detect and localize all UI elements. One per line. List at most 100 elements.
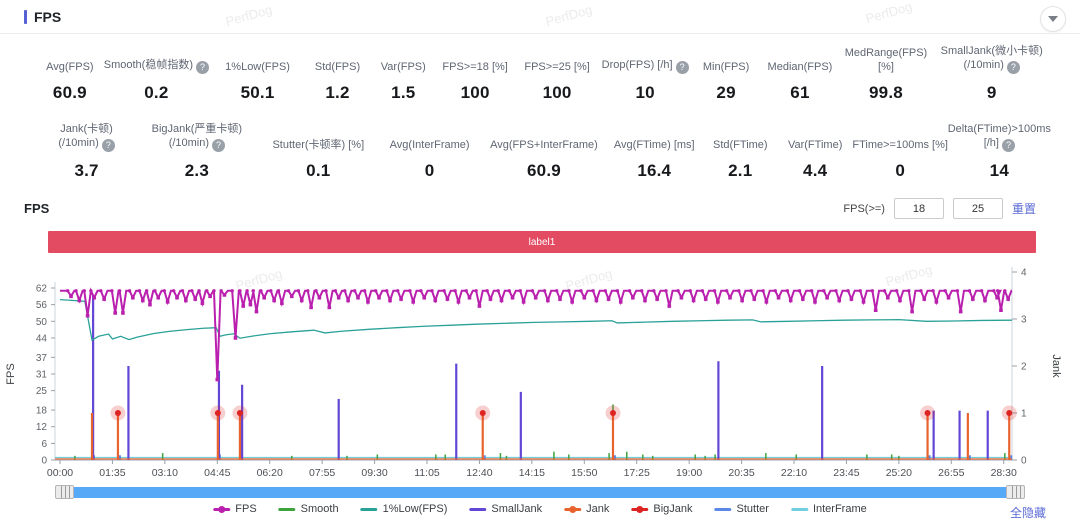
legend-label: FPS (235, 503, 257, 515)
legend-marker-icon (469, 505, 487, 514)
stat-cell: Avg(FPS) 60.9 (38, 44, 102, 103)
stat-cell: Avg(FTime) [ms] 16.4 (607, 122, 702, 181)
svg-text:50: 50 (36, 317, 48, 328)
svg-text:01:35: 01:35 (99, 467, 125, 479)
scrollbar-right-grip[interactable] (1006, 485, 1025, 499)
stat-value: 99.8 (869, 83, 903, 102)
legend-item-interframe[interactable]: InterFrame (790, 503, 867, 515)
stat-cell: Var(FTime) 4.4 (779, 122, 852, 181)
legend-item-bigjank[interactable]: BigJank (631, 503, 693, 515)
stat-label: Median(FPS) (767, 61, 833, 73)
fps-threshold-input-2[interactable] (952, 198, 1003, 219)
stat-cell: BigJank(严重卡顿) (/10min)? 2.3 (135, 122, 258, 181)
stat-cell: FPS>=18 [%] 100 (436, 44, 515, 103)
svg-text:04:45: 04:45 (204, 467, 230, 479)
stat-value: 60.9 (527, 161, 561, 180)
stat-value: 0.2 (144, 83, 169, 102)
help-icon[interactable]: ? (1006, 61, 1020, 74)
stat-label: SmallJank(微小卡顿) (/10min)? (940, 45, 1043, 74)
stat-cell: Min(FPS) 29 (691, 44, 762, 103)
collapse-button[interactable] (1040, 6, 1066, 32)
stat-value: 16.4 (637, 161, 672, 180)
help-icon[interactable]: ? (212, 139, 226, 152)
stat-value: 1.5 (391, 83, 416, 102)
stat-value: 0 (424, 161, 435, 180)
help-icon[interactable]: ? (196, 61, 210, 74)
legend-item-jank[interactable]: Jank (564, 503, 609, 515)
stat-label: Avg(FPS) (46, 61, 94, 73)
legend-marker-icon (360, 505, 378, 514)
scrollbar-left-grip[interactable] (55, 485, 74, 499)
stat-label: FPS>=18 [%] (442, 61, 508, 73)
svg-text:6: 6 (41, 439, 47, 450)
stat-label: Var(FTime) (787, 139, 843, 151)
stat-value: 10 (635, 83, 655, 102)
legend-marker-icon (564, 505, 582, 514)
chart-range-scrollbar[interactable] (55, 485, 1025, 499)
stat-cell: Std(FTime) 2.1 (702, 122, 779, 181)
reset-link[interactable]: 重置 (1011, 202, 1036, 216)
stat-label: Std(FTime) (712, 139, 768, 151)
stat-value: 4.4 (803, 161, 828, 180)
legend-item-1-low-fps-[interactable]: 1%Low(FPS) (360, 503, 448, 515)
panel-title: FPS (34, 9, 62, 25)
legend-label: Jank (586, 503, 610, 515)
legend-item-stutter[interactable]: Stutter (714, 503, 769, 515)
svg-text:3: 3 (1021, 315, 1027, 326)
stat-label: Avg(InterFrame) (389, 139, 470, 151)
svg-text:4: 4 (1021, 268, 1027, 279)
svg-text:12: 12 (36, 422, 48, 433)
stat-label: Avg(FTime) [ms] (613, 139, 695, 151)
svg-text:12:40: 12:40 (466, 467, 492, 479)
stat-value: 0 (895, 161, 905, 180)
stat-label: MedRange(FPS)[%] (844, 47, 928, 73)
legend-item-fps[interactable]: FPS (213, 503, 257, 515)
legend-item-smalljank[interactable]: SmallJank (469, 503, 542, 515)
stat-label: FTime>=100ms [%] (852, 139, 948, 151)
stats-row-2: Jank(卡顿) (/10min)? 3.7 BigJank(严重卡顿) (/10m… (38, 122, 1051, 181)
stat-label: Drop(FPS) [/h]? (602, 58, 689, 74)
legend-item-smooth[interactable]: Smooth (278, 503, 339, 515)
svg-text:06:20: 06:20 (257, 467, 283, 479)
svg-text:23:45: 23:45 (833, 467, 859, 479)
svg-text:37: 37 (36, 353, 48, 364)
stat-label: BigJank(严重卡顿) (/10min)? (151, 123, 243, 152)
stat-label: 1%Low(FPS) (225, 61, 290, 73)
scrollbar-track[interactable] (74, 486, 1006, 498)
stats-row-1: Avg(FPS) 60.9 Smooth(稳帧指数)? 0.2 1%Low(FPS) 50… (38, 44, 1050, 103)
legend-label: Stutter (736, 503, 769, 515)
stat-value: 61 (790, 83, 810, 102)
stat-value: 0.1 (306, 161, 331, 180)
stat-label: Delta(FTime)>100ms [/h]? (947, 123, 1051, 152)
stat-value: 9 (986, 83, 997, 102)
svg-text:56: 56 (36, 300, 48, 311)
accent-bar (24, 10, 27, 24)
stat-cell: Std(FPS) 1.2 (304, 44, 371, 103)
stat-cell: FPS>=25 [%] 100 (515, 44, 600, 103)
stat-cell: FTime>=100ms [%] 0 (852, 122, 949, 181)
svg-text:FPS: FPS (5, 363, 17, 384)
help-icon[interactable]: ? (1001, 139, 1015, 152)
svg-text:00:00: 00:00 (47, 467, 73, 479)
fps-chart[interactable]: 0 6 12 18 25 31 37 44 50 56 62 0 1 2 3 4 00:00 01:35 03:10… (0, 257, 1080, 483)
hide-all-link[interactable]: 全隐藏 (1009, 506, 1046, 520)
help-icon[interactable]: ? (101, 139, 115, 152)
help-icon[interactable]: ? (675, 61, 689, 74)
stat-cell: Var(FPS) 1.5 (371, 44, 436, 103)
stat-value: 2.1 (728, 161, 753, 180)
svg-text:0: 0 (41, 456, 47, 467)
legend-label: 1%Low(FPS) (382, 503, 448, 515)
stat-value: 3.7 (74, 161, 99, 180)
stat-value: 60.9 (52, 83, 87, 102)
legend-label: SmallJank (491, 503, 543, 515)
svg-text:20:35: 20:35 (728, 467, 754, 479)
fps-threshold-input-1[interactable] (893, 198, 944, 219)
stat-value: 1.2 (325, 83, 350, 102)
svg-text:44: 44 (36, 333, 48, 344)
stat-label: Jank(卡顿) (/10min)? (58, 123, 115, 152)
stat-cell: 1%Low(FPS) 50.1 (211, 44, 304, 103)
stat-cell: SmallJank(微小卡顿) (/10min)? 9 (934, 44, 1050, 103)
svg-text:19:00: 19:00 (676, 467, 702, 479)
svg-text:03:10: 03:10 (152, 467, 178, 479)
